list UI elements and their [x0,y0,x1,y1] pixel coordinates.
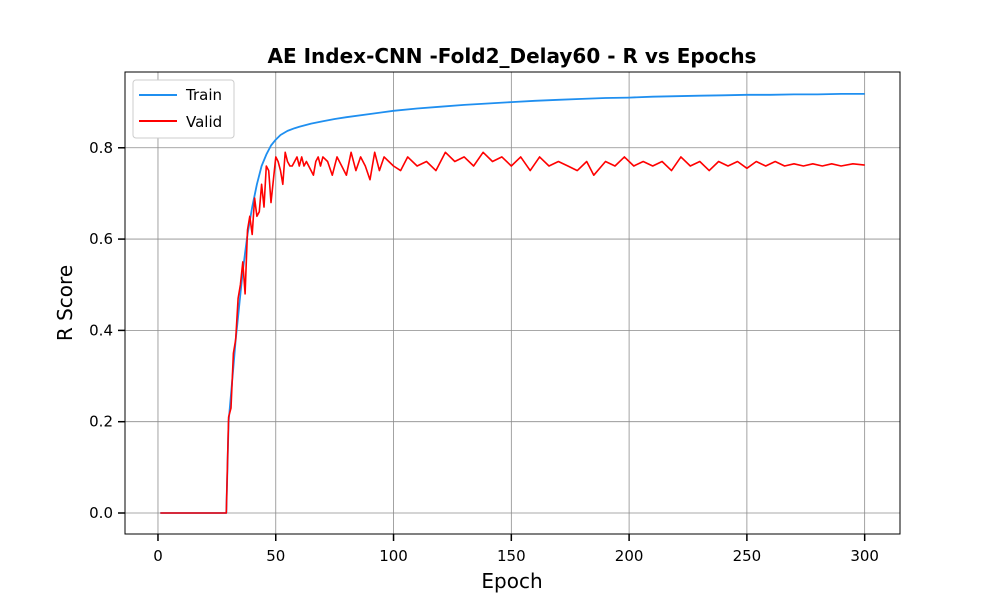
legend-label-train: Train [185,86,222,104]
chart-title: AE Index-CNN -Fold2_Delay60 - R vs Epoch… [268,44,757,68]
axis-ticks: 0 50 100 150 200 250 300 0.0 0.2 0.4 0.6 0.8 [89,139,879,565]
legend-label-valid: Valid [186,113,222,131]
y-axis-label: R Score [53,265,77,341]
y-tick-label: 0.6 [89,230,113,248]
x-tick-label: 200 [615,547,644,565]
x-tick-label: 50 [266,547,285,565]
series-layer [160,93,865,514]
x-tick-label: 250 [733,547,762,565]
series-line-valid [160,151,865,514]
x-tick-label: 0 [153,547,163,565]
x-tick-label: 100 [379,547,408,565]
y-tick-label: 0.0 [89,504,113,522]
x-axis-label: Epoch [481,569,542,593]
y-tick-label: 0.8 [89,139,113,157]
series-line-train [160,93,865,514]
x-tick-label: 150 [497,547,526,565]
y-tick-label: 0.2 [89,413,113,431]
plot-frame [124,71,901,535]
grid [125,72,900,534]
x-tick-label: 300 [850,547,879,565]
legend: Train Valid [132,79,235,139]
y-tick-label: 0.4 [89,321,113,339]
